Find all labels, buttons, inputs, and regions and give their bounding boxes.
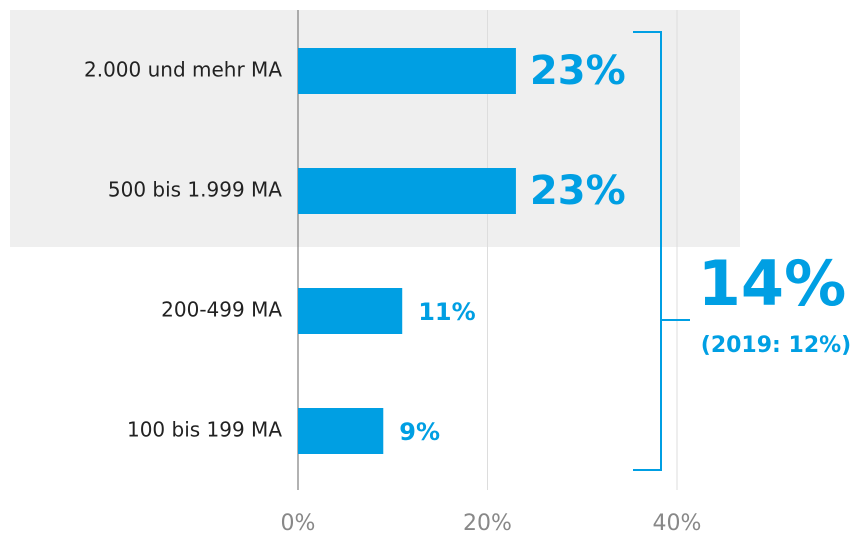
x-tick-label: 40%: [653, 511, 702, 535]
value-label: 23%: [530, 48, 626, 94]
previous-year-label: (2019: 12%): [701, 333, 851, 358]
total-label: 14%: [698, 247, 846, 320]
bar: [298, 168, 516, 214]
value-label: 9%: [399, 418, 440, 446]
category-label: 200-499 MA: [161, 298, 282, 322]
bracket: [633, 31, 690, 471]
bar: [298, 408, 384, 454]
bar: [298, 48, 516, 94]
x-tick-label: 0%: [281, 511, 316, 535]
bar: [298, 288, 403, 334]
value-label: 11%: [418, 298, 475, 326]
category-label: 2.000 und mehr MA: [84, 58, 282, 82]
x-tick-label: 20%: [463, 511, 512, 535]
category-label: 500 bis 1.999 MA: [108, 178, 282, 202]
value-label: 23%: [530, 168, 626, 214]
category-label: 100 bis 199 MA: [127, 418, 282, 442]
